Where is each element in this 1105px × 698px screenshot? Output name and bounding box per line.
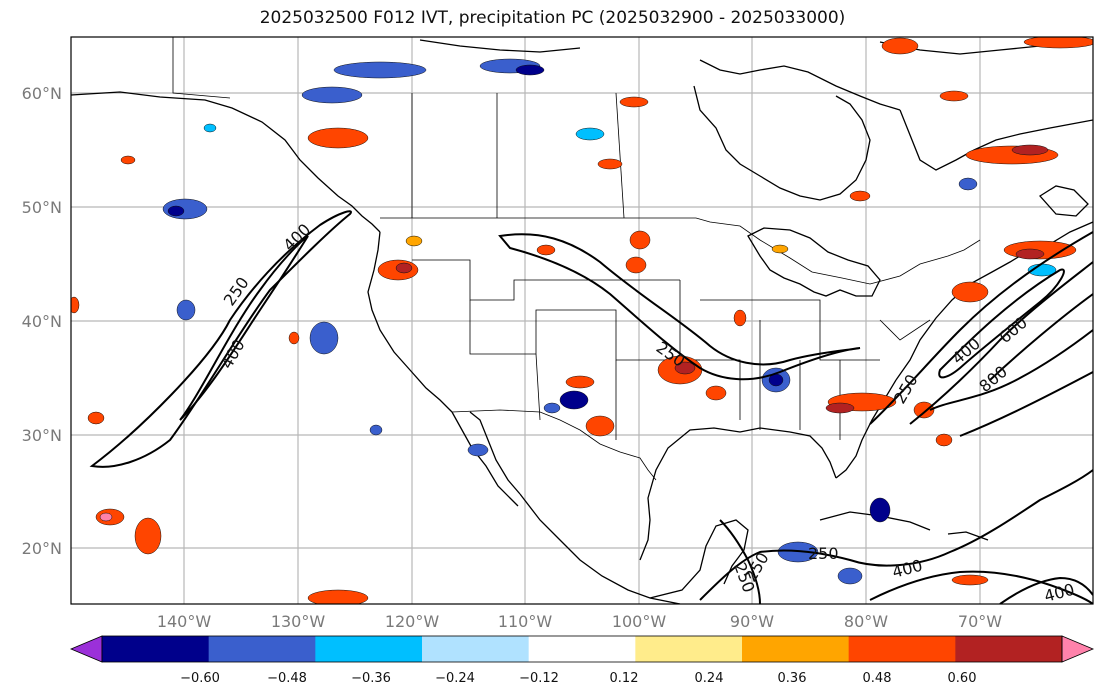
- ivt-contour-labels: 250 400 250 400 250 250 400 600 800 250 …: [217, 220, 1077, 604]
- colorbar-tick: −0.60: [180, 671, 220, 686]
- colorbar-tick: 0.60: [948, 671, 977, 686]
- contour-label: 250: [808, 544, 839, 563]
- longitude-labels: 140°W 130°W 120°W 110°W 100°W 90°W 80°W …: [157, 612, 1002, 631]
- colorbar-segment: [422, 636, 530, 662]
- lon-label: 90°W: [730, 612, 774, 631]
- colorbar-tick: 0.24: [695, 671, 724, 686]
- colorbar-segments: [102, 636, 1063, 662]
- colorbar-tick-labels: −0.60 −0.48 −0.36 −0.24 −0.12 0.12 0.24 …: [180, 671, 976, 686]
- colorbar-tick: 0.48: [863, 671, 892, 686]
- colorbar-segment: [635, 636, 743, 662]
- lon-label: 140°W: [157, 612, 212, 631]
- political-borders: [172, 37, 981, 481]
- colorbar: −0.60 −0.48 −0.36 −0.24 −0.12 0.12 0.24 …: [69, 635, 1095, 686]
- colorbar-segment: [315, 636, 423, 662]
- map-frame: [70, 36, 1094, 605]
- colorbar-tick: 0.12: [610, 671, 639, 686]
- lon-label: 110°W: [498, 612, 553, 631]
- lon-label: 120°W: [385, 612, 440, 631]
- lat-label: 50°N: [22, 198, 62, 217]
- map-title: 2025032500 F012 IVT, precipitation PC (2…: [259, 8, 846, 28]
- lon-label: 70°W: [958, 612, 1002, 631]
- colorbar-segment: [528, 636, 636, 662]
- colorbar-tick: 0.36: [778, 671, 807, 686]
- ivt-contours: [89, 210, 1093, 604]
- lat-label: 20°N: [22, 539, 62, 558]
- lat-label: 30°N: [22, 426, 62, 445]
- colorbar-tick: −0.48: [267, 671, 307, 686]
- colorbar-over-triangle: [1061, 635, 1095, 663]
- colorbar-under-triangle: [69, 635, 103, 663]
- graticule: [71, 37, 1093, 604]
- colorbar-segment: [848, 636, 956, 662]
- latitude-labels: 60°N 50°N 40°N 30°N 20°N: [22, 84, 62, 558]
- lon-label: 100°W: [612, 612, 667, 631]
- colorbar-segment: [742, 636, 850, 662]
- lon-label: 130°W: [271, 612, 326, 631]
- colorbar-frame: [101, 635, 1063, 663]
- colorbar-segment: [208, 636, 316, 662]
- colorbar-segment: [955, 636, 1063, 662]
- colorbar-segment: [102, 636, 210, 662]
- precip-pc-patches: [71, 37, 1093, 604]
- lat-label: 40°N: [22, 312, 62, 331]
- colorbar-tick: −0.12: [519, 671, 559, 686]
- colorbar-tick: −0.24: [435, 671, 475, 686]
- colorbar-tick: −0.36: [351, 671, 391, 686]
- lon-label: 80°W: [844, 612, 888, 631]
- lat-label: 60°N: [22, 84, 62, 103]
